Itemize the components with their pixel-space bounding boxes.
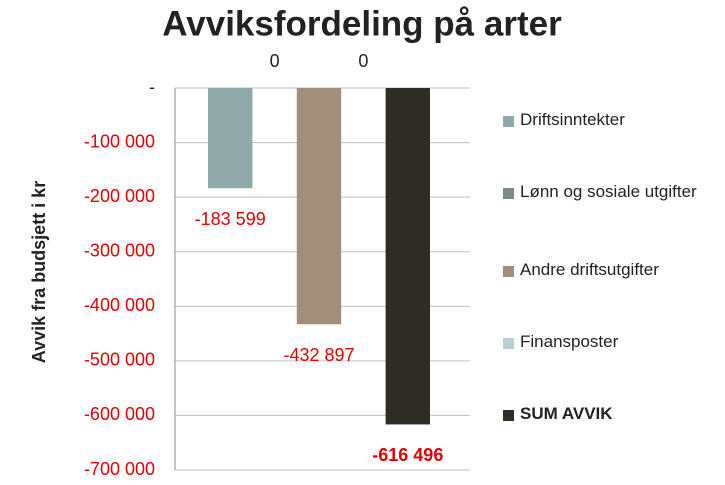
y-axis-label: Avvik fra budsjett i kr: [29, 181, 49, 363]
data-label: -183 599: [195, 209, 266, 229]
chart-title: Avviksfordeling på arter: [162, 4, 562, 43]
legend-item: SUM AVVIK: [503, 404, 703, 428]
legend-swatch: [503, 266, 514, 277]
legend-label: Lønn og sosiale utgifter: [520, 182, 697, 201]
legend-item: Finansposter: [503, 332, 703, 356]
legend-swatch: [503, 188, 514, 199]
data-label: 0: [358, 51, 368, 71]
legend-swatch: [503, 338, 514, 349]
legend-item: Andre driftsutgifter: [503, 260, 703, 284]
legend-label: Driftsinntekter: [520, 110, 625, 129]
bar: [385, 88, 430, 425]
y-tick-label: -600 000: [84, 404, 155, 424]
data-label: -432 897: [283, 345, 354, 365]
y-tick-label: -700 000: [84, 459, 155, 479]
legend-item: Driftsinntekter: [503, 110, 703, 134]
y-tick-label: -100 000: [84, 131, 155, 151]
y-tick-label: -400 000: [84, 295, 155, 315]
legend-swatch: [503, 410, 514, 421]
data-label: -616 496: [372, 445, 443, 465]
legend-label: SUM AVVIK: [520, 404, 613, 423]
y-tick-label: -200 000: [84, 186, 155, 206]
bar: [296, 88, 342, 325]
bar: [208, 88, 253, 189]
legend-label: Andre driftsutgifter: [520, 260, 659, 279]
legend-swatch: [503, 116, 514, 127]
legend-item: Lønn og sosiale utgifter: [503, 182, 703, 206]
legend-label: Finansposter: [520, 332, 619, 351]
data-label: 0: [270, 51, 280, 71]
y-tick-label: -300 000: [84, 240, 155, 260]
y-tick-label: -: [149, 77, 155, 97]
y-tick-label: -500 000: [84, 350, 155, 370]
